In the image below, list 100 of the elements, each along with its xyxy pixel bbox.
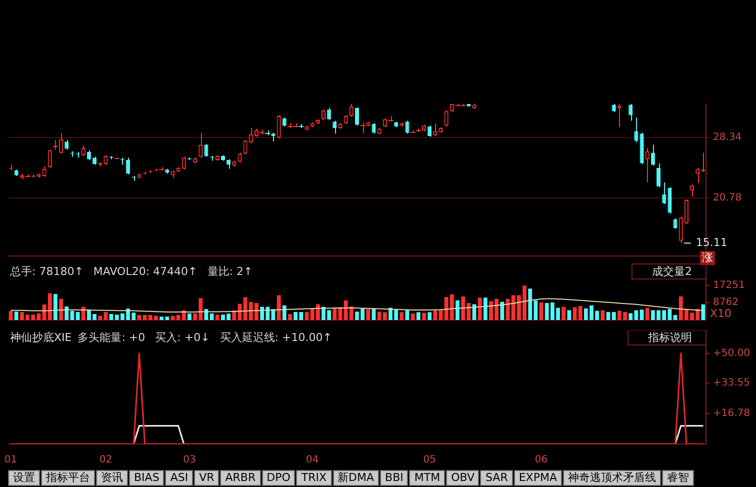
candlestick (248, 128, 253, 144)
bar (433, 310, 438, 320)
bar (210, 313, 214, 320)
bar (104, 312, 108, 320)
candlestick (238, 152, 242, 163)
text: 多头能量: +0 (78, 330, 146, 344)
candlestick (48, 149, 52, 168)
candlestick (428, 125, 432, 138)
text: 总手: 78180↑ (9, 264, 84, 278)
bar (54, 294, 58, 320)
candlestick (617, 104, 622, 128)
y-tick-label: 8762 (713, 297, 738, 308)
candlestick (64, 140, 69, 150)
text: VR (194, 470, 220, 486)
x-tick-label: 01 (4, 454, 18, 466)
x-tick-label: 04 (306, 454, 319, 466)
text: 新DMA (332, 470, 380, 486)
bar (578, 306, 582, 320)
bar (76, 312, 80, 320)
bar (98, 316, 102, 320)
text: 资讯 (96, 470, 128, 486)
candlestick (182, 156, 186, 170)
candlestick (645, 148, 650, 183)
candlestick (650, 144, 655, 166)
candlestick (81, 145, 86, 156)
text: ASI (165, 470, 194, 486)
text: EXPMA (514, 470, 562, 486)
candlestick (226, 158, 231, 170)
bar (416, 312, 420, 320)
text: 买入延迟线: +10.00↑ (220, 330, 332, 344)
candlestick (433, 122, 438, 136)
text: OBV (446, 470, 480, 486)
bar (64, 306, 69, 320)
chart-title: 神仙抄底XIE (10, 330, 72, 344)
y-tick-label: 20.78 (713, 192, 742, 204)
bar (59, 298, 64, 320)
text: ARBR (220, 470, 261, 486)
text: 买入: +0↓ (155, 330, 210, 344)
bar (456, 300, 460, 320)
bar (137, 315, 142, 320)
bar (14, 312, 18, 320)
text: 设置 (8, 470, 40, 486)
text: 量比: 2↑ (207, 264, 253, 278)
bar (567, 310, 572, 320)
candlestick (656, 162, 661, 188)
x-tick-label: 02 (99, 454, 112, 466)
text: 睿智 (662, 470, 694, 486)
chart-subtitle: 成交量2 (652, 264, 692, 278)
bar (562, 306, 566, 320)
bar (478, 298, 482, 320)
bar (188, 313, 192, 320)
candlestick (104, 154, 108, 166)
candlestick (349, 104, 354, 118)
y-tick-label: +33.55 (713, 378, 750, 389)
candlestick (634, 117, 638, 143)
bar (81, 306, 86, 320)
candlestick (42, 166, 46, 178)
annotation: 涨 (702, 250, 713, 264)
bar (483, 298, 488, 320)
text: DPO (262, 470, 296, 486)
text: TRIX (296, 470, 332, 486)
bar (673, 315, 678, 320)
x-tick-label: 03 (183, 454, 196, 466)
text: BBI (380, 470, 408, 486)
candlestick (678, 216, 683, 244)
bar (276, 295, 281, 320)
bar (428, 312, 432, 320)
candlestick (405, 120, 410, 134)
candlestick (628, 104, 633, 122)
candlestick (662, 182, 666, 204)
candlestick (327, 108, 332, 120)
candlestick (372, 122, 376, 134)
bar (215, 314, 220, 320)
chart-subtitle: 指标说明 (647, 330, 692, 344)
bar (572, 307, 577, 320)
bar (500, 302, 504, 320)
bar (606, 312, 610, 320)
bar (282, 305, 286, 320)
candlestick (354, 106, 360, 126)
bar (422, 312, 426, 320)
x-tick-label: 05 (423, 454, 436, 466)
y-tick-label: +50.00 (713, 348, 750, 359)
bar (400, 312, 404, 320)
candlestick (444, 110, 448, 127)
candlestick (204, 144, 208, 158)
candlestick (126, 157, 130, 175)
candlestick (673, 218, 678, 230)
text: SAR (480, 470, 513, 486)
y-tick-label: +16.78 (713, 408, 750, 420)
text: MTM (409, 470, 446, 486)
text: 指标平台 (41, 470, 95, 486)
bar (410, 313, 415, 320)
candlestick (332, 120, 337, 134)
candlestick (690, 184, 694, 198)
bar (332, 308, 337, 320)
x-tick-label: 06 (534, 454, 548, 466)
y-tick-label: 28.34 (713, 132, 742, 143)
bar (288, 314, 292, 320)
candlestick (243, 140, 248, 155)
y-tick-label: 17251 (713, 280, 745, 292)
